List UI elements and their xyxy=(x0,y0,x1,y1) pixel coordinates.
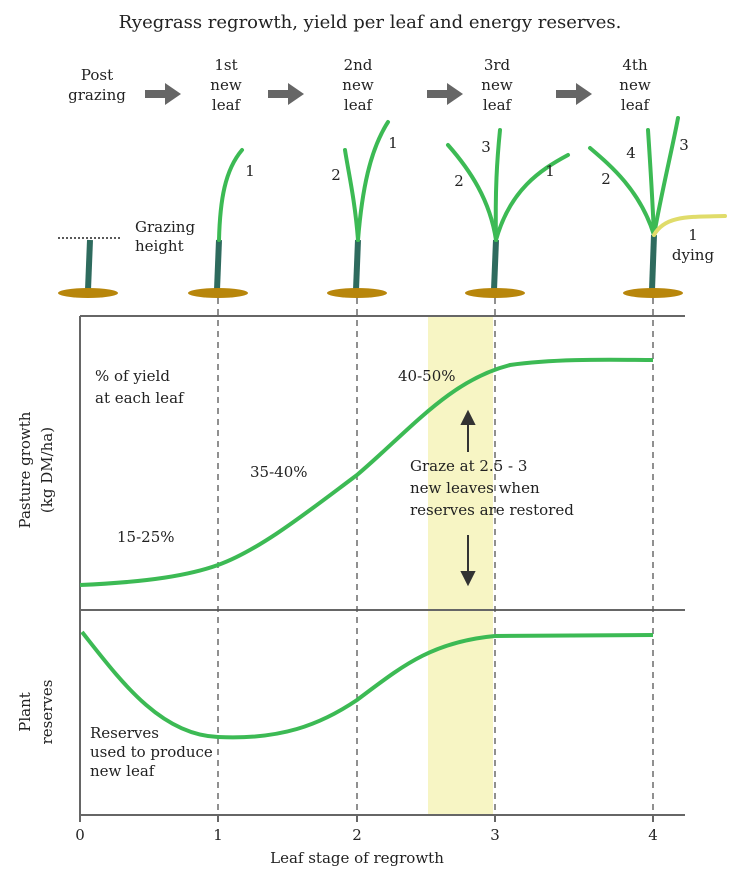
yield-note: % of yield xyxy=(95,367,170,385)
grazing-height-label: Grazing xyxy=(135,218,195,236)
reserves-curve xyxy=(80,630,654,740)
stage-label: 4th xyxy=(622,56,648,74)
graze-band xyxy=(428,316,493,815)
reserves-note: Reserves xyxy=(90,724,159,742)
stage-label: new xyxy=(210,76,242,94)
leaf xyxy=(217,148,244,242)
stage-label: leaf xyxy=(212,96,242,114)
stem xyxy=(649,234,657,291)
reserves-note: used to produce xyxy=(90,743,213,761)
panel-labels: % of yield at each leaf 15-25% 35-40% 40-50%… xyxy=(16,367,574,780)
graze-note: Graze at 2.5 - 3 xyxy=(410,457,527,475)
stage-label: Post xyxy=(81,66,113,84)
yield-label: 40-50% xyxy=(398,367,456,385)
x-tick-label: 0 xyxy=(75,826,85,844)
graze-note: reserves are restored xyxy=(410,501,574,519)
x-tick-label: 4 xyxy=(648,826,658,844)
plants xyxy=(58,116,727,298)
stage-label: new xyxy=(342,76,374,94)
stem xyxy=(491,239,499,291)
arrow-head xyxy=(460,571,476,587)
leaf-number: 4 xyxy=(626,144,636,162)
dying-label: dying xyxy=(672,246,715,264)
x-tick-label: 3 xyxy=(490,826,500,844)
stage-label: leaf xyxy=(621,96,651,114)
graze-arrows xyxy=(460,409,476,587)
y-axis-label: reserves xyxy=(38,680,56,745)
leaf-number: 1 xyxy=(245,162,255,180)
leaf-number: 2 xyxy=(454,172,464,190)
dying-leaf xyxy=(652,214,727,237)
frame xyxy=(79,315,685,816)
reserves-note: new leaf xyxy=(90,762,156,780)
stage-label: 3rd xyxy=(484,56,511,74)
leaf-number: 1 xyxy=(545,162,555,180)
title: Ryegrass regrowth, yield per leaf and en… xyxy=(119,12,622,33)
x-tick-label: 2 xyxy=(352,826,362,844)
stem xyxy=(353,239,361,291)
soil xyxy=(465,288,525,298)
stage-labels: Post grazing 1st new leaf 2nd new leaf 3rd new lea… xyxy=(68,56,651,114)
x-tick-label: 1 xyxy=(213,826,223,844)
graze-note: new leaves when xyxy=(410,479,540,497)
arrow xyxy=(427,83,463,105)
yield-note: at each leaf xyxy=(95,389,185,407)
yield-label: 35-40% xyxy=(250,463,308,481)
leaf-number: 3 xyxy=(679,136,689,154)
leaf xyxy=(494,153,570,242)
y-axis-label: Plant xyxy=(16,692,34,732)
leaf xyxy=(646,128,656,237)
soil xyxy=(327,288,387,298)
leaf xyxy=(446,143,498,242)
stage-label: new xyxy=(481,76,513,94)
leaf xyxy=(356,120,390,242)
x-axis-label: Leaf stage of regrowth xyxy=(270,849,444,867)
stage-label: grazing xyxy=(68,86,126,104)
y-axis-label: (kg DM/ha) xyxy=(38,427,56,513)
leaf-number: 2 xyxy=(601,170,611,188)
leaf xyxy=(343,148,360,242)
x-ticks xyxy=(79,815,654,822)
stage-guides xyxy=(217,298,654,815)
arrow xyxy=(268,83,304,105)
grazing-height-label: height xyxy=(135,237,184,255)
leaf xyxy=(652,116,680,237)
stage-label: 2nd xyxy=(344,56,373,74)
soil xyxy=(58,288,118,298)
growth-curve xyxy=(79,357,654,587)
stage-arrows xyxy=(145,83,592,105)
y-axis-label: Pasture growth xyxy=(16,411,34,528)
arrow xyxy=(145,83,181,105)
stage-label: leaf xyxy=(483,96,513,114)
leaf-number: 1 xyxy=(388,134,398,152)
arrow-head xyxy=(460,409,476,425)
soil xyxy=(188,288,248,298)
yield-label: 15-25% xyxy=(117,528,175,546)
leaf xyxy=(588,146,656,237)
stem xyxy=(85,239,93,291)
leaf xyxy=(493,128,502,242)
stage-label: new xyxy=(619,76,651,94)
leaf-number: 3 xyxy=(481,138,491,156)
stage-label: 1st xyxy=(214,56,237,74)
stage-label: leaf xyxy=(344,96,374,114)
arrow xyxy=(556,83,592,105)
stem xyxy=(214,239,222,291)
dying-label: 1 xyxy=(688,226,698,244)
soil xyxy=(623,288,683,298)
leaf-number: 2 xyxy=(331,166,341,184)
x-tick-labels: 0 1 2 3 4 xyxy=(75,826,658,844)
